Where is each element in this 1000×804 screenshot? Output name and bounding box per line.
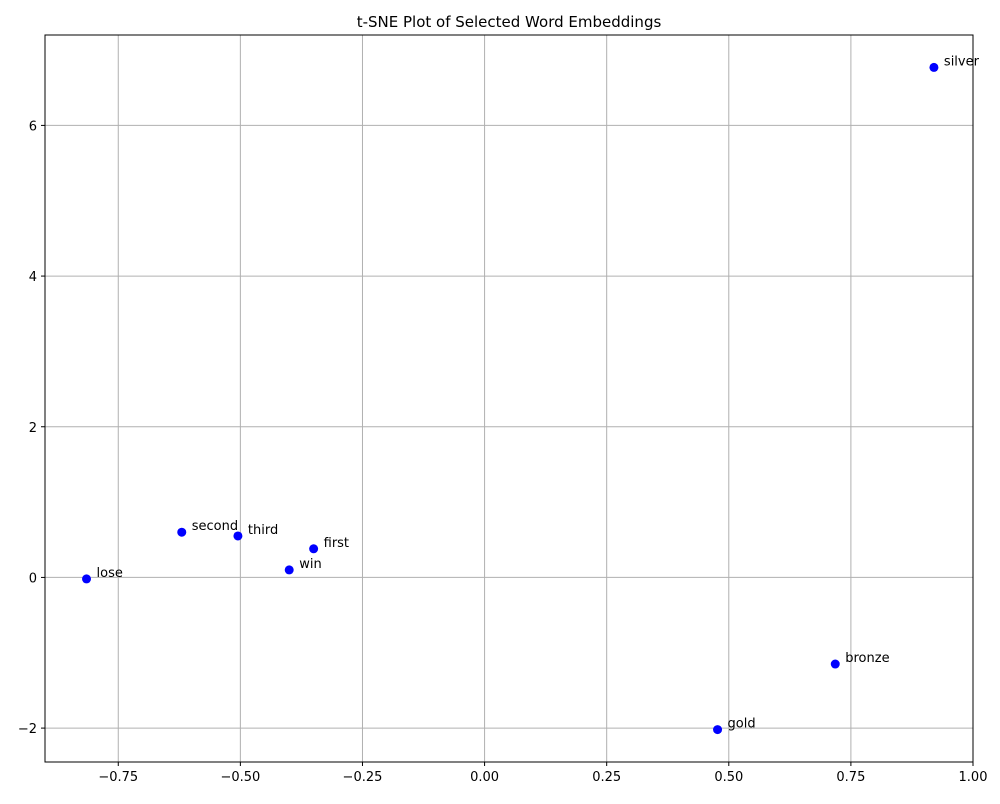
- data-point: [233, 531, 243, 541]
- x-tick-label: −0.50: [220, 770, 260, 785]
- grid: [45, 35, 974, 762]
- x-tick-label: −0.25: [343, 770, 383, 785]
- y-tick-label: −2: [18, 722, 37, 737]
- plot-frame: [44, 34, 974, 763]
- data-point-label: bronze: [845, 651, 889, 666]
- x-tick-label: 0.50: [714, 770, 743, 785]
- y-tick-label: 0: [29, 571, 37, 586]
- x-tick-label: 0.75: [836, 770, 865, 785]
- x-tick-label: 1.00: [959, 770, 988, 785]
- data-points: [82, 62, 939, 735]
- data-point-label: win: [299, 557, 321, 572]
- data-point: [82, 574, 92, 584]
- data-point: [284, 565, 294, 575]
- data-point-label: third: [248, 523, 278, 538]
- data-point: [713, 725, 723, 735]
- y-tick-label: 6: [29, 119, 37, 134]
- x-tick-label: −0.75: [98, 770, 138, 785]
- data-point: [830, 659, 840, 669]
- x-tick-label: 0.00: [470, 770, 499, 785]
- data-point-label: lose: [97, 566, 123, 581]
- data-point-label: silver: [944, 54, 980, 69]
- y-tick-label: 2: [29, 421, 37, 436]
- data-point-label: second: [192, 519, 238, 534]
- data-point: [309, 544, 319, 554]
- x-axis: −0.75 −0.50 −0.25 0.00 0.25 0.50 0.75 1.00: [98, 762, 987, 785]
- data-point-label: gold: [728, 717, 756, 732]
- data-point: [177, 527, 187, 537]
- x-tick-label: 0.25: [592, 770, 621, 785]
- data-point: [929, 62, 939, 72]
- y-axis: −2 0 2 4 6: [18, 119, 45, 737]
- chart-title: t-SNE Plot of Selected Word Embeddings: [357, 13, 662, 31]
- y-tick-label: 4: [29, 270, 37, 285]
- data-point-label: first: [324, 536, 349, 551]
